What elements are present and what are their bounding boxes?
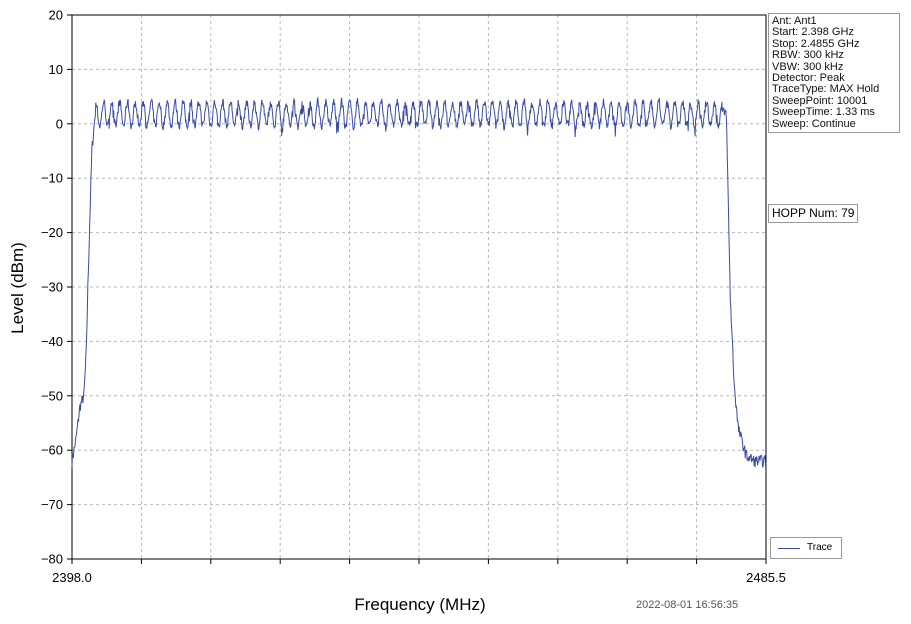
- y-axis-label: Level (dBm): [8, 242, 27, 334]
- x-axis: 2398.0 2485.5: [52, 559, 786, 585]
- x-axis-label: Frequency (MHz): [354, 595, 486, 614]
- info-detector: Detector: Peak: [772, 72, 845, 85]
- hopp-num-label: HOPP Num: 79: [768, 204, 859, 223]
- info-panel: Ant: Ant1 Start: 2.398 GHz Stop: 2.4855 …: [768, 13, 900, 134]
- info-rbw: RBW: 300 kHz: [772, 49, 844, 62]
- y-tick-label: 20: [49, 8, 63, 23]
- y-tick-label: −10: [41, 171, 63, 186]
- info-tracetype: TraceType: MAX Hold: [772, 83, 880, 96]
- y-tick-label: −50: [41, 388, 63, 403]
- info-sweep: Sweep: Continue: [772, 117, 856, 130]
- legend-swatch: [778, 548, 800, 549]
- info-start: Start: 2.398 GHz: [772, 26, 854, 39]
- y-tick-label: −60: [41, 443, 63, 458]
- timestamp: 2022-08-01 16:56:35: [636, 599, 739, 611]
- y-tick-label: −20: [41, 225, 63, 240]
- info-stop: Stop: 2.4855 GHz: [772, 37, 860, 50]
- grid-lines: [72, 15, 766, 559]
- y-tick-label: −40: [41, 334, 63, 349]
- trace-line: [71, 96, 767, 468]
- y-tick-label: −70: [41, 497, 63, 512]
- info-sweeptime: SweepTime: 1.33 ms: [772, 106, 875, 119]
- y-tick-label: 0: [56, 116, 63, 131]
- y-axis: 20 10 0 −10 −20 −30 −40 −50 −60 −70 −80: [41, 8, 72, 567]
- y-tick-label: −80: [41, 552, 63, 567]
- legend-label: Trace: [807, 542, 833, 553]
- info-antenna: Ant: Ant1: [772, 15, 817, 27]
- info-sweeppoint: SweepPoint: 10001: [772, 94, 868, 107]
- y-tick-label: 10: [49, 62, 63, 77]
- x-tick-label: 2398.0: [52, 570, 92, 585]
- y-tick-label: −30: [41, 280, 63, 295]
- x-tick-label: 2485.5: [746, 570, 786, 585]
- info-vbw: VBW: 300 kHz: [772, 60, 844, 73]
- legend: Trace: [770, 537, 842, 559]
